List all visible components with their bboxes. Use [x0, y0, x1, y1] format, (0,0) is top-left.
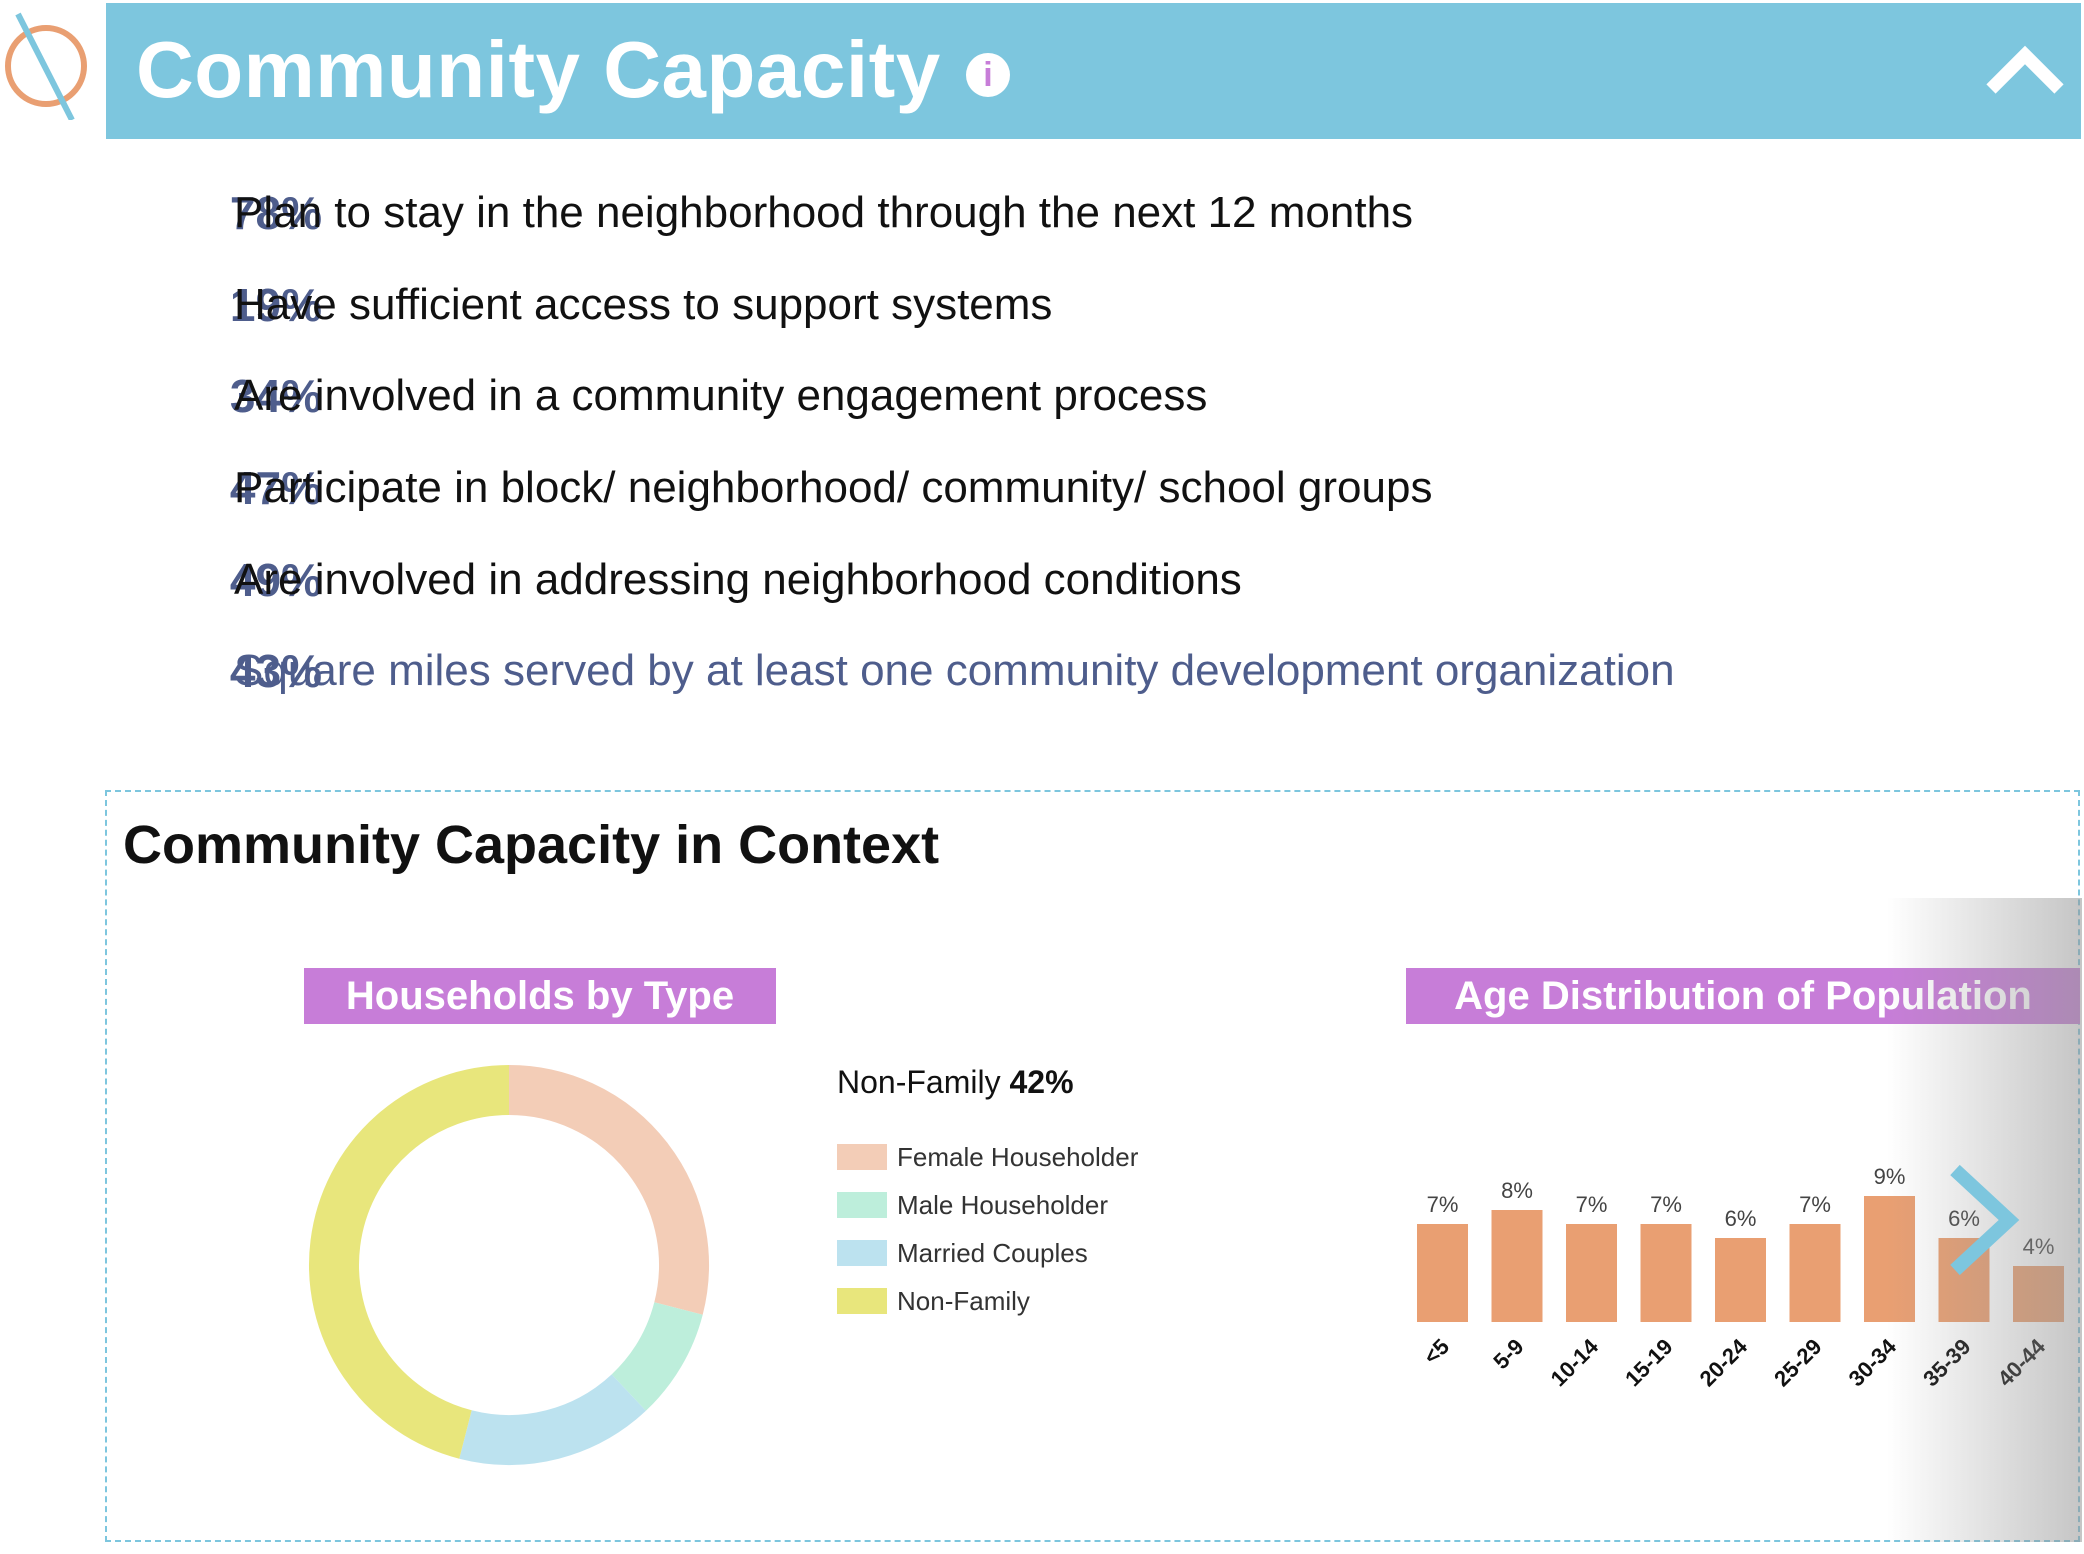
age-bar[interactable] [1640, 1224, 1692, 1322]
chevron-up-icon[interactable] [1985, 39, 2065, 103]
legend-label: Married Couples [897, 1238, 1088, 1268]
x-tick-label: 25-29 [1769, 1334, 1826, 1391]
stat-description-link[interactable]: Square miles served by at least one comm… [234, 646, 1675, 695]
stat-row: 34% Are involved in a community engageme… [110, 361, 2010, 431]
context-panel: Community Capacity in Context Households… [105, 790, 2082, 1542]
x-tick-label: 20-24 [1695, 1333, 1753, 1391]
stat-description: Plan to stay in the neighborhood through… [234, 188, 1414, 237]
stat-percent: 19% [229, 279, 322, 331]
stat-row: 43% Square miles served by at least one … [110, 636, 2010, 706]
logo-icon [5, 12, 87, 120]
highlight-value: 42% [1009, 1064, 1074, 1100]
scroll-fade-overlay [1887, 898, 2082, 1542]
bar-value-label: 6% [1725, 1206, 1757, 1231]
stat-percent: 47% [229, 462, 322, 514]
donut-slice-married-couples[interactable] [459, 1373, 646, 1465]
stat-percent: 49% [229, 554, 322, 606]
bar-value-label: 7% [1799, 1192, 1831, 1217]
info-glyph: i [983, 56, 993, 94]
stat-description: Are involved in addressing neighborhood … [234, 555, 1242, 604]
households-legend: Non-Family 42% Female Householder Male H… [837, 1060, 1237, 1316]
donut-slice-non-family[interactable] [309, 1065, 510, 1459]
legend-label: Non-Family [897, 1286, 1030, 1316]
bar-value-label: 7% [1650, 1192, 1682, 1217]
x-tick-label: 5-9 [1488, 1334, 1528, 1374]
age-bar[interactable] [1417, 1224, 1468, 1322]
stat-row: 47% Participate in block/ neighborhood/ … [110, 453, 2010, 523]
legend-swatch [837, 1240, 887, 1266]
context-title: Community Capacity in Context [123, 815, 940, 875]
highlight-category: Non-Family [837, 1064, 1001, 1100]
stat-percent: 43% [229, 645, 322, 697]
section-title: Community Capacity [136, 25, 941, 114]
info-icon[interactable]: i [966, 53, 1010, 97]
stat-description: Participate in block/ neighborhood/ comm… [234, 463, 1433, 512]
highlight-label: Non-Family 42% [837, 1060, 1237, 1104]
bar-value-label: 7% [1427, 1192, 1459, 1217]
legend-label: Male Householder [897, 1190, 1109, 1220]
stat-description: Have sufficient access to support system… [234, 280, 1053, 329]
age-bar[interactable] [1715, 1238, 1766, 1322]
stat-percent: 78% [229, 187, 322, 239]
legend-swatch [837, 1192, 887, 1218]
age-bar[interactable] [1491, 1210, 1543, 1322]
donut-slice-male-householder[interactable] [611, 1301, 703, 1411]
x-tick-label: 10-14 [1546, 1333, 1604, 1391]
x-tick-label: 15-19 [1620, 1334, 1677, 1391]
legend-swatch [837, 1144, 887, 1170]
stat-description: Are involved in a community engagement p… [234, 371, 1208, 420]
stat-percent: 34% [229, 370, 322, 422]
bar-value-label: 8% [1501, 1178, 1533, 1203]
age-bar[interactable] [1789, 1224, 1841, 1322]
bar-value-label: 7% [1576, 1192, 1608, 1217]
section-header: Community Capacity i [106, 3, 2081, 139]
households-chart-title: Households by Type [304, 968, 776, 1024]
legend-label: Female Householder [897, 1142, 1139, 1172]
age-bar[interactable] [1566, 1224, 1617, 1322]
x-tick-label: <5 [1419, 1334, 1454, 1369]
chevron-right-icon[interactable] [1945, 1160, 2025, 1280]
donut-slice-female-householder[interactable] [508, 1065, 709, 1315]
households-donut-chart [309, 1065, 709, 1465]
stat-row: 49% Are involved in addressing neighborh… [110, 545, 2010, 615]
stat-row: 19% Have sufficient access to support sy… [110, 270, 2010, 340]
stat-row: 78% Plan to stay in the neighborhood thr… [110, 178, 2010, 248]
legend-swatch [837, 1288, 887, 1314]
